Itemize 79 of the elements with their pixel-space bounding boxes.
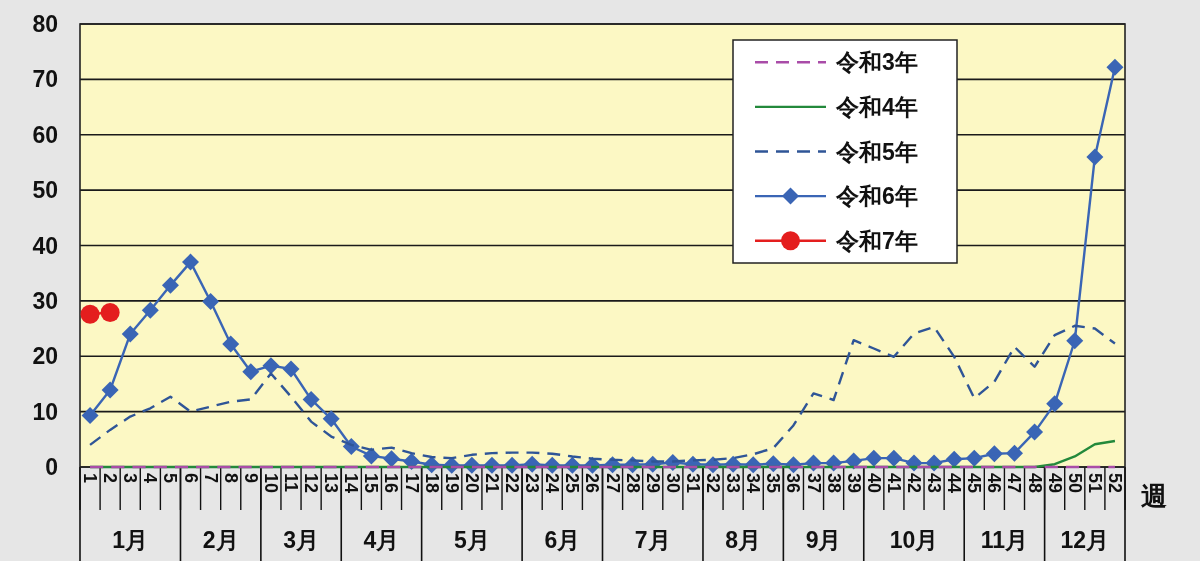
xtick-label: 13	[321, 473, 342, 494]
xtick-label: 42	[904, 473, 924, 494]
legend-label: 令和6年	[836, 183, 918, 210]
xtick-label: 43	[924, 473, 945, 494]
month-label: 5月	[454, 527, 490, 553]
xtick-label: 52	[1104, 473, 1125, 494]
xtick-label: 25	[562, 473, 583, 494]
month-label: 11月	[980, 527, 1029, 553]
xtick-label: 49	[1044, 473, 1065, 494]
xtick-label: 20	[461, 473, 482, 494]
xtick-label: 8	[220, 473, 241, 483]
xtick-label: 23	[522, 473, 543, 494]
ytick-label: 30	[32, 287, 58, 314]
xtick-label: 47	[1004, 473, 1025, 494]
xtick-label: 35	[763, 473, 784, 494]
ytick-label: 0	[45, 454, 58, 480]
legend-label: 令和5年	[836, 138, 918, 165]
legend-label: 令和7年	[836, 227, 918, 254]
xtick-label: 1	[80, 473, 101, 483]
xtick-label: 16	[381, 473, 402, 494]
month-label: 9月	[805, 527, 842, 553]
ytick-label: 10	[32, 398, 58, 425]
xtick-label: 44	[944, 473, 965, 494]
xtick-label: 27	[602, 473, 623, 494]
xtick-label: 37	[803, 473, 824, 494]
xtick-label: 45	[964, 473, 985, 494]
legend-label: 令和3年	[836, 49, 918, 76]
ytick-label: 40	[32, 232, 58, 259]
xtick-label: 3	[120, 473, 141, 483]
xtick-label: 33	[723, 473, 744, 494]
month-label: 12月	[1060, 527, 1110, 553]
month-label: 3月	[283, 527, 319, 553]
xtick-label: 41	[883, 473, 904, 494]
xtick-label: 11	[281, 473, 301, 493]
xtick-label: 7	[200, 473, 221, 483]
ytick-label: 60	[32, 121, 58, 148]
xtick-label: 30	[662, 473, 683, 494]
xtick-label: 5	[160, 473, 181, 483]
ytick-label: 80	[32, 11, 58, 37]
xtick-label: 29	[642, 473, 663, 494]
month-label: 2月	[202, 527, 239, 553]
xtick-label: 10	[260, 473, 281, 494]
month-label: 4月	[363, 527, 400, 553]
xtick-label: 28	[622, 473, 643, 494]
xtick-label: 15	[361, 473, 382, 494]
xtick-label: 36	[783, 473, 804, 494]
xtick-label: 31	[682, 473, 703, 494]
month-label: 8月	[725, 527, 762, 553]
xtick-label: 18	[421, 473, 442, 494]
xtick-label: 40	[863, 473, 884, 494]
xtick-label: 24	[542, 473, 563, 494]
xtick-label: 48	[1024, 473, 1045, 494]
xlabel: 週	[1141, 481, 1167, 511]
xtick-label: 14	[341, 473, 362, 494]
xtick-label: 38	[823, 473, 844, 494]
xtick-label: 51	[1084, 473, 1105, 494]
legend-label: 令和4年	[836, 93, 918, 120]
xtick-label: 21	[481, 473, 502, 494]
month-label: 6月	[544, 527, 581, 553]
xtick-label: 12	[301, 473, 322, 494]
xtick-label: 2	[100, 473, 121, 483]
xtick-label: 46	[984, 473, 1005, 494]
ytick-label: 70	[32, 66, 58, 93]
xtick-label: 50	[1064, 473, 1085, 494]
xtick-label: 39	[843, 473, 864, 494]
ytick-label: 20	[32, 343, 58, 370]
xtick-label: 17	[401, 473, 422, 494]
xtick-label: 22	[502, 473, 523, 494]
xtick-label: 4	[140, 473, 161, 483]
ytick-label: 50	[32, 177, 58, 204]
month-label: 10月	[889, 527, 939, 553]
xtick-label: 26	[582, 473, 603, 494]
xtick-label: 6	[180, 473, 201, 483]
xtick-label: 34	[743, 473, 764, 494]
xtick-label: 9	[240, 473, 261, 483]
month-label: 1月	[112, 527, 149, 553]
xtick-label: 19	[441, 473, 462, 494]
month-label: 7月	[634, 527, 671, 553]
xtick-label: 32	[703, 473, 724, 494]
